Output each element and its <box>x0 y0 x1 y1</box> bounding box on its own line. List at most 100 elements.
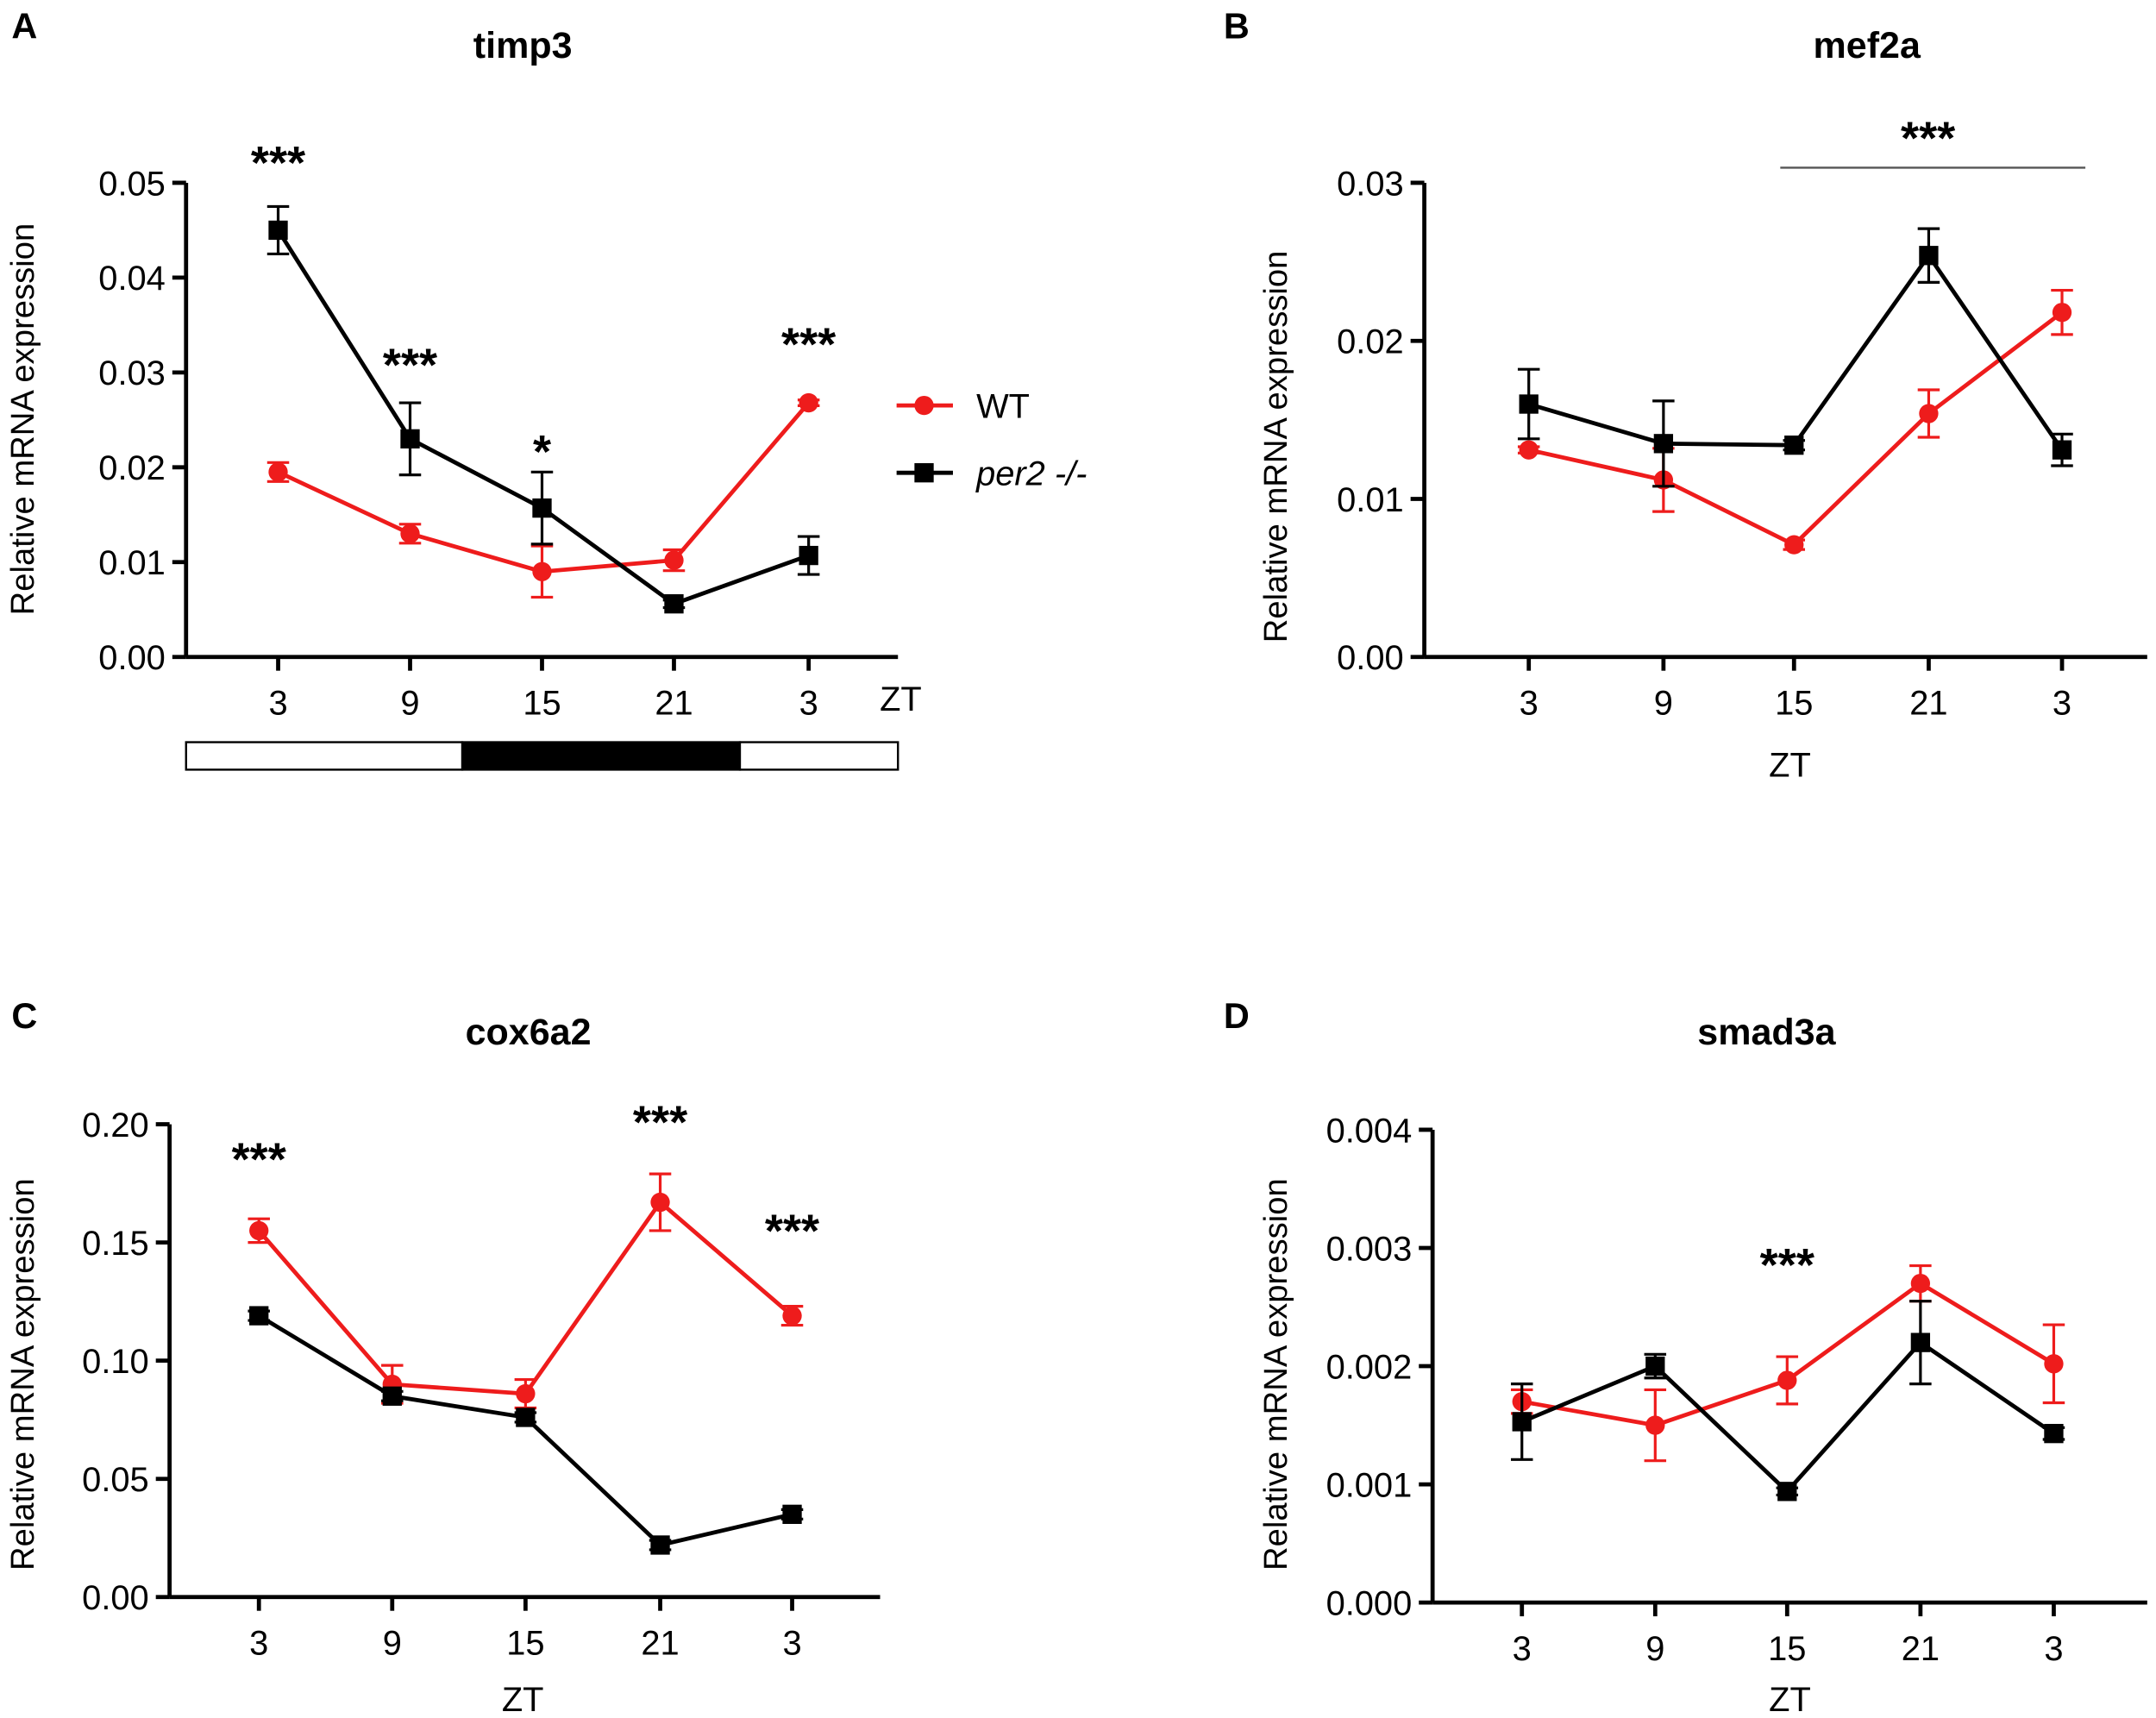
y-axis-label: Relative mRNA expression <box>1257 1178 1294 1571</box>
chart-title: cox6a2 <box>466 1012 592 1053</box>
x-tick-label: 3 <box>268 685 287 723</box>
data-point <box>1519 440 1539 460</box>
x-tick-label: 15 <box>523 685 561 723</box>
data-point <box>1519 394 1539 414</box>
y-axis-label: Relative mRNA expression <box>1257 251 1294 643</box>
y-tick-label: 0.10 <box>82 1343 149 1381</box>
y-tick-label: 0.02 <box>1337 323 1404 361</box>
data-point <box>782 1504 802 1524</box>
significance-marker: *** <box>765 1205 820 1257</box>
y-tick-label: 0.04 <box>98 260 166 298</box>
data-point <box>2044 1424 2064 1444</box>
significance-marker: *** <box>633 1097 688 1149</box>
data-point <box>1919 404 1939 423</box>
x-tick-label: 9 <box>1654 685 1673 723</box>
y-tick-label: 0.002 <box>1326 1348 1413 1386</box>
chart-title: timp3 <box>473 25 573 66</box>
data-point <box>650 1535 670 1555</box>
legend-marker <box>914 463 934 483</box>
series-line <box>1528 252 2064 452</box>
x-tick-label: 9 <box>400 685 419 723</box>
significance-marker: *** <box>1901 112 1956 164</box>
y-tick-label: 0.00 <box>98 639 166 677</box>
series-wt <box>1517 288 2073 555</box>
series-line <box>257 1314 793 1548</box>
data-point <box>1919 246 1939 266</box>
panel-letter: B <box>1224 6 1250 47</box>
data-point <box>2044 1354 2064 1374</box>
y-tick-label: 0.01 <box>1337 481 1404 519</box>
data-point <box>400 429 420 448</box>
y-tick-label: 0.001 <box>1326 1466 1413 1504</box>
data-point <box>664 550 684 570</box>
significance-marker: *** <box>232 1134 287 1186</box>
data-point <box>532 498 552 518</box>
photoperiod-dark <box>461 741 742 771</box>
legend: WT per2 -/- <box>896 387 1087 493</box>
x-tick-label: 9 <box>383 1625 402 1663</box>
data-point <box>782 1306 802 1326</box>
x-tick-label: 15 <box>1775 685 1813 723</box>
y-tick-label: 0.05 <box>82 1461 149 1499</box>
series-wt <box>248 1172 804 1410</box>
x-axis-label: ZT <box>1769 1681 1811 1718</box>
data-point <box>1910 1332 1931 1352</box>
x-tick-label: 21 <box>1902 1630 1940 1668</box>
y-tick-label: 0.20 <box>82 1107 149 1144</box>
series-per2 <box>1510 1300 2065 1502</box>
y-tick-label: 0.00 <box>1337 639 1404 677</box>
data-point <box>1910 1273 1931 1294</box>
chart-title: smad3a <box>1697 1012 1836 1053</box>
significance-marker: * <box>533 426 552 478</box>
data-point <box>268 220 288 241</box>
data-point <box>268 462 288 482</box>
x-tick-label: 3 <box>2044 1630 2063 1668</box>
x-tick-label: 21 <box>641 1625 679 1663</box>
significance-marker: *** <box>251 137 306 189</box>
data-point <box>532 561 552 581</box>
data-point <box>1512 1412 1532 1432</box>
x-tick-label: 3 <box>1513 1630 1532 1668</box>
legend-label: WT <box>976 387 1030 425</box>
significance-marker: *** <box>781 319 837 371</box>
light-dark-bar <box>185 741 899 771</box>
x-tick-label: 3 <box>249 1625 268 1663</box>
series-per2 <box>1517 227 2073 488</box>
photoperiod-light <box>185 741 464 771</box>
significance-marker: *** <box>383 339 438 391</box>
chart-title: mef2a <box>1814 25 1921 66</box>
x-tick-label: 3 <box>2053 685 2071 723</box>
data-point <box>1645 1415 1665 1435</box>
data-point <box>799 392 818 413</box>
x-axis-label: ZT <box>502 1681 544 1718</box>
x-tick-label: 15 <box>1768 1630 1806 1668</box>
series-per2 <box>266 204 820 614</box>
data-point <box>1777 1370 1797 1390</box>
significance-marker: *** <box>1760 1239 1815 1291</box>
data-point <box>249 1306 269 1326</box>
legend-marker <box>914 395 934 416</box>
data-point <box>1784 535 1804 555</box>
data-point <box>1653 434 1674 454</box>
x-tick-label: 21 <box>655 685 693 723</box>
y-axis-label: Relative mRNA expression <box>4 223 41 616</box>
data-point <box>2052 440 2072 460</box>
x-axis-label: ZT <box>880 680 922 718</box>
x-tick-label: 3 <box>1520 685 1539 723</box>
data-point <box>2052 303 2072 323</box>
y-tick-label: 0.00 <box>82 1579 149 1617</box>
data-point <box>382 1386 402 1406</box>
series-wt <box>1510 1263 2065 1463</box>
series-wt <box>266 392 820 599</box>
y-tick-label: 0.000 <box>1326 1584 1413 1622</box>
y-tick-label: 0.03 <box>1337 165 1404 203</box>
panel-letter: D <box>1224 995 1250 1036</box>
y-axis-label: Relative mRNA expression <box>4 1178 41 1571</box>
x-tick-label: 9 <box>1645 1630 1664 1668</box>
x-axis-label: ZT <box>1769 746 1811 784</box>
data-point <box>516 1408 536 1427</box>
series-per2 <box>248 1306 804 1555</box>
